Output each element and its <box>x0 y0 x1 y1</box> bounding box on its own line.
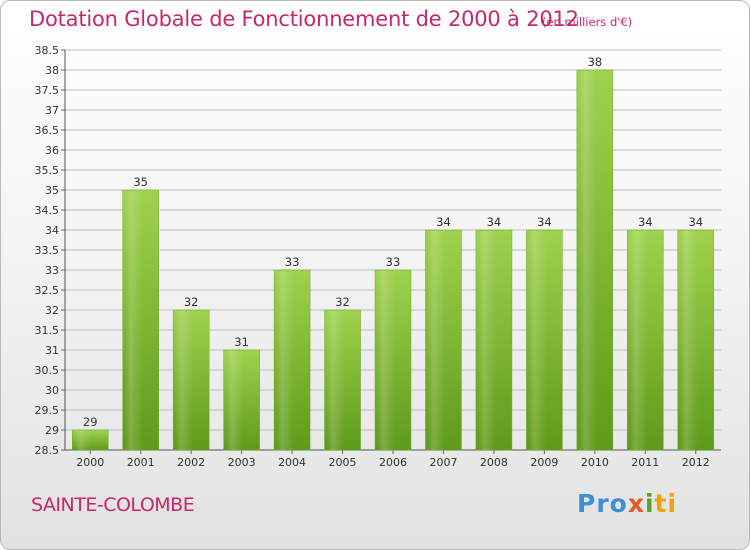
x-tick-label: 2009 <box>530 456 558 469</box>
bar-value-label: 35 <box>133 175 148 189</box>
proxiti-logo: Proxiti <box>577 489 677 518</box>
commune-name: SAINTE-COLOMBE <box>31 494 195 516</box>
y-tick-label: 38 <box>45 64 59 77</box>
x-tick-label: 2005 <box>329 456 357 469</box>
bar-shine <box>477 231 496 450</box>
bar-shine <box>427 231 446 450</box>
bar-shine <box>377 271 395 450</box>
x-tick-label: 2012 <box>682 456 710 469</box>
bar-value-label: 33 <box>285 255 300 269</box>
y-tick-label: 31 <box>45 344 59 357</box>
x-tick-label: 2003 <box>228 456 256 469</box>
y-tick-label: 30 <box>45 384 59 397</box>
bar-value-label: 33 <box>386 255 401 269</box>
y-tick-label: 32.5 <box>35 284 60 297</box>
bar-shine <box>326 311 345 450</box>
bar-shine <box>679 231 698 450</box>
x-tick-label: 2004 <box>278 456 306 469</box>
x-tick-label: 2011 <box>631 456 659 469</box>
bar-value-label: 32 <box>184 295 199 309</box>
y-tick-label: 29 <box>45 424 59 437</box>
logo-part: Pro <box>577 489 628 518</box>
y-tick-label: 34.5 <box>35 204 60 217</box>
bar-shine <box>629 231 648 450</box>
y-tick-label: 35.5 <box>35 164 60 177</box>
bar-value-label: 34 <box>537 215 552 229</box>
y-tick-label: 30.5 <box>35 364 60 377</box>
bar-shine <box>225 351 244 450</box>
bar-value-label: 34 <box>436 215 451 229</box>
bar-value-label: 32 <box>335 295 350 309</box>
bar-shine <box>578 71 597 450</box>
y-tick-label: 36.5 <box>35 124 60 137</box>
y-tick-label: 31.5 <box>35 324 60 337</box>
y-tick-label: 36 <box>45 144 59 157</box>
bar-value-label: 29 <box>83 415 98 429</box>
logo-part: ti <box>654 489 678 518</box>
y-tick-label: 32 <box>45 304 59 317</box>
bar-value-label: 31 <box>234 335 249 349</box>
bar-shine <box>175 311 194 450</box>
y-tick-label: 34 <box>45 224 59 237</box>
x-tick-label: 2000 <box>76 456 104 469</box>
bar-shine <box>276 271 295 450</box>
bar-value-label: 34 <box>638 215 653 229</box>
y-tick-label: 29.5 <box>35 404 60 417</box>
chart-title: Dotation Globale de Fonctionnement de 20… <box>29 7 579 31</box>
y-tick-label: 37.5 <box>35 84 60 97</box>
x-tick-label: 2010 <box>581 456 609 469</box>
y-tick-label: 35 <box>45 184 59 197</box>
x-tick-label: 2002 <box>177 456 205 469</box>
y-tick-label: 28.5 <box>35 444 60 457</box>
logo-part: x <box>627 489 645 518</box>
x-tick-label: 2008 <box>480 456 508 469</box>
logo-part: i <box>644 489 655 518</box>
x-tick-label: 2001 <box>127 456 155 469</box>
x-tick-label: 2007 <box>429 456 457 469</box>
bar-shine <box>74 431 93 450</box>
bar-shine <box>124 191 143 450</box>
chart-unit-subtitle: (en milliers d'€) <box>542 15 633 29</box>
bar-value-label: 34 <box>487 215 502 229</box>
bar-shine <box>528 231 547 450</box>
bar-value-label: 38 <box>588 55 603 69</box>
y-tick-label: 38.5 <box>35 44 60 57</box>
y-tick-label: 37 <box>45 104 59 117</box>
bar-value-label: 34 <box>688 215 703 229</box>
x-tick-label: 2006 <box>379 456 407 469</box>
y-tick-label: 33 <box>45 264 59 277</box>
y-tick-label: 33.5 <box>35 244 60 257</box>
